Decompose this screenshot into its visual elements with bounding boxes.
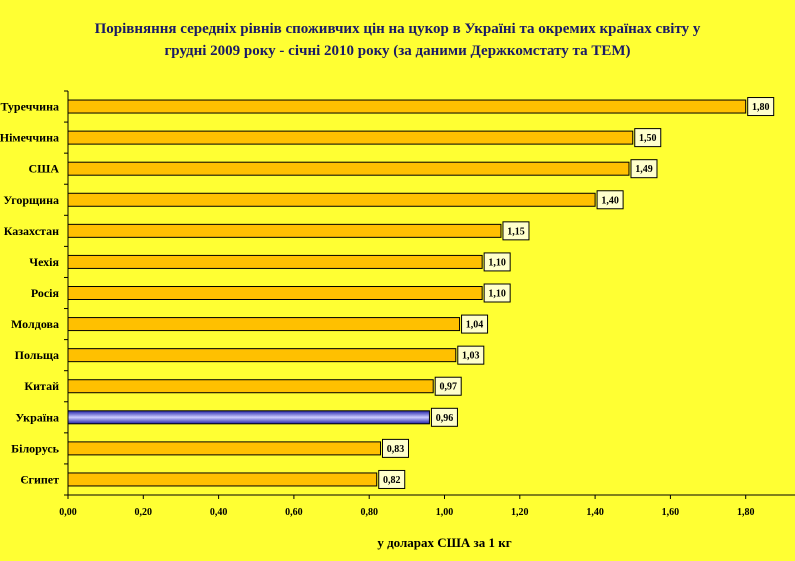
data-label-box — [381, 438, 409, 458]
data-label: 0,97 — [439, 382, 457, 393]
data-label-box — [434, 376, 462, 396]
category-label: Польща — [15, 348, 59, 362]
data-label-box — [378, 469, 406, 489]
data-label-box — [747, 97, 775, 117]
data-label-box — [483, 252, 511, 272]
bar — [67, 410, 430, 425]
x-tick-label: 0,00 — [59, 507, 77, 518]
x-tick-label: 1,60 — [662, 507, 680, 518]
x-tick-label: 1,00 — [436, 507, 454, 518]
data-label-box — [596, 190, 624, 210]
data-label: 0,82 — [383, 475, 401, 486]
data-label: 1,80 — [752, 102, 770, 113]
data-label-box — [483, 283, 511, 303]
bar — [67, 254, 483, 269]
data-label: 0,96 — [436, 413, 454, 424]
category-label: Єгипет — [20, 472, 59, 486]
bar — [67, 130, 634, 145]
data-label: 1,49 — [635, 164, 653, 175]
bar — [67, 161, 630, 176]
x-tick-label: 0,80 — [360, 507, 378, 518]
category-label: Україна — [15, 410, 59, 424]
data-label: 1,10 — [488, 289, 506, 300]
data-label: 1,10 — [488, 257, 506, 268]
data-label: 1,15 — [507, 226, 525, 237]
x-tick-label: 1,80 — [737, 507, 755, 518]
bar — [67, 379, 434, 394]
x-tick-label: 1,40 — [586, 507, 604, 518]
data-label-box — [634, 128, 662, 148]
x-tick-label: 0,60 — [285, 507, 303, 518]
chart-title-line-1: Порівняння середніх рівнів споживчих цін… — [94, 21, 701, 37]
category-label: Казахстан — [4, 224, 59, 238]
bar — [67, 348, 457, 363]
x-tick-label: 0,20 — [135, 507, 153, 518]
category-label: Білорусь — [11, 441, 59, 455]
x-axis-label: у доларах США за 1 кг — [377, 535, 512, 550]
category-label: Молдова — [11, 317, 59, 331]
chart-title: Порівняння середніх рівнів споживчих цін… — [0, 18, 795, 62]
data-label-box — [630, 159, 658, 179]
x-tick-label: 0,40 — [210, 507, 228, 518]
bar — [67, 472, 378, 487]
category-label: Угорщина — [3, 193, 59, 207]
data-label-box — [430, 407, 458, 427]
data-label: 1,03 — [462, 351, 480, 362]
data-label: 1,40 — [601, 195, 619, 206]
data-label: 1,50 — [639, 133, 657, 144]
bar — [67, 99, 747, 114]
bar — [67, 317, 461, 332]
bar — [67, 223, 502, 238]
bar — [67, 286, 483, 300]
category-label: Чехія — [29, 255, 59, 269]
data-label-box — [461, 314, 489, 334]
x-tick-label: 1,20 — [511, 507, 529, 518]
category-label: Росія — [31, 286, 60, 300]
bar — [67, 441, 381, 456]
category-label: США — [28, 162, 59, 176]
category-label: Німеччина — [0, 131, 59, 145]
bar — [67, 192, 596, 207]
chart-title-line-2: грудні 2009 року - січні 2010 року (за д… — [164, 43, 631, 59]
data-label-box — [502, 221, 530, 241]
category-label: Туреччина — [1, 100, 59, 114]
data-label: 1,04 — [466, 320, 484, 331]
data-label: 0,83 — [387, 444, 405, 455]
category-label: Китай — [24, 379, 59, 393]
data-label-box — [457, 345, 485, 365]
